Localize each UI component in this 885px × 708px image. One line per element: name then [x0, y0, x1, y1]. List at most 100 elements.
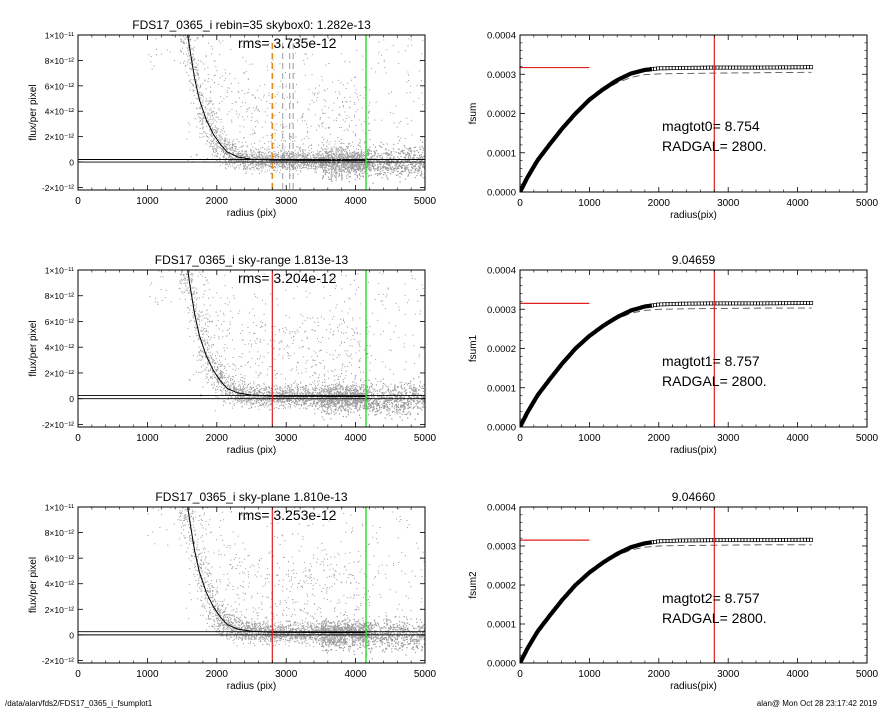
plot-frame [519, 34, 868, 193]
chart-title: FDS17_0365_i rebin=35 skybox0: 1.282e-13 [132, 18, 371, 32]
x-tick-label: 1000 [136, 669, 159, 680]
y-tick-label: 0.0002 [487, 344, 516, 355]
plot-frame [519, 269, 868, 428]
chart-panel-left-middle: 0 1000 2000 3000 4000 5000 radius (pix) 1×10⁻¹¹… [28, 253, 437, 456]
x-tick-label: 1000 [578, 669, 601, 680]
scatter-points [149, 270, 425, 421]
x-axis-label: radius(pix) [670, 445, 717, 456]
x-tick-label: 4000 [786, 433, 809, 444]
y-tick-label: 0.0000 [487, 659, 516, 670]
x-tick-label: 5000 [414, 433, 437, 444]
x-axis: 0 1000 2000 3000 4000 5000 [75, 270, 437, 444]
y-tick-label: 0 [69, 158, 74, 168]
footer-user-date: alan@ Mon Oct 28 23:17:42 2019 [756, 699, 877, 708]
y-tick-label: 6×10⁻¹² [45, 317, 74, 327]
x-tick-label: 1000 [136, 433, 159, 444]
x-axis: 0 1000 2000 3000 4000 5000 [75, 35, 437, 207]
x-axis-label: radius(pix) [670, 210, 717, 221]
x-axis-label: radius (pix) [227, 681, 276, 692]
x-axis: 0 1000 2000 3000 4000 5000 [75, 507, 437, 680]
x-tick-label: 4000 [344, 669, 367, 680]
magnitude-annotation-0: magtot0= 8.754 [662, 118, 760, 134]
chart-panel-right-top: 0 1000 2000 3000 4000 5000radius(pix)0.00040.… [468, 31, 879, 222]
y-tick-label: 2×10⁻¹² [45, 368, 74, 378]
y-tick-label: 1×10⁻¹¹ [45, 503, 74, 513]
magnitude-annotation-0: magtot2= 8.757 [662, 590, 760, 606]
y-tick-label: 0.0003 [487, 542, 516, 553]
y-tick-label: 0 [69, 394, 74, 404]
y-axis-label: fsum1 [468, 334, 479, 362]
y-tick-label: 0.0001 [487, 148, 516, 159]
chart-title: 9.04660 [672, 490, 716, 504]
x-tick-label: 3000 [275, 196, 298, 207]
y-tick-label: 6×10⁻¹² [45, 81, 74, 91]
x-tick-label: 3000 [275, 433, 298, 444]
x-tick-label: 5000 [856, 669, 879, 680]
x-axis-label: radius(pix) [670, 681, 717, 692]
plot-frame [519, 506, 868, 664]
x-axis: 0 1000 2000 3000 4000 5000 [517, 507, 879, 680]
y-tick-label: 0.0000 [487, 423, 516, 434]
y-tick-label: 1×10⁻¹¹ [45, 266, 74, 276]
x-axis-label: radius (pix) [227, 208, 276, 219]
y-tick-label: 0 [69, 630, 74, 640]
y-axis: 0.0004 0.0003 0.0002 0.0001 0.0000 [487, 266, 867, 434]
x-tick-label: 4000 [786, 198, 809, 209]
x-tick-label: 2000 [206, 669, 229, 680]
y-tick-label: -2×10⁻¹² [42, 183, 74, 193]
x-axis-label: radius (pix) [227, 445, 276, 456]
plot-frame [77, 506, 426, 664]
plot-frame [77, 34, 426, 191]
rms-annotation: rms= 3.735e-12 [238, 35, 337, 51]
x-tick-label: 0 [75, 433, 81, 444]
x-tick-label: 5000 [856, 433, 879, 444]
x-tick-label: 0 [517, 669, 523, 680]
x-tick-label: 2000 [648, 433, 671, 444]
y-tick-label: 4×10⁻¹² [45, 343, 74, 353]
x-tick-label: 5000 [414, 669, 437, 680]
y-tick-label: 2×10⁻¹² [45, 132, 74, 142]
y-tick-label: 8×10⁻¹² [45, 291, 74, 301]
x-tick-label: 0 [517, 433, 523, 444]
x-axis: 0 1000 2000 3000 4000 5000 [517, 35, 879, 209]
y-tick-label: 2×10⁻¹² [45, 605, 74, 615]
chart-title: 9.04659 [672, 253, 716, 267]
y-tick-label: 0.0004 [487, 31, 516, 42]
magnitude-annotation-1: RADGAL= 2800. [662, 138, 767, 154]
y-axis: 1×10⁻¹¹ 8×10⁻¹² 6×10⁻¹² 4×10⁻¹² 2×10⁻¹² 0 -2×1… [42, 266, 425, 430]
x-tick-label: 2000 [648, 669, 671, 680]
plot-frame [77, 269, 426, 428]
y-tick-label: 0.0000 [487, 188, 516, 199]
y-tick-label: 4×10⁻¹² [45, 579, 74, 589]
x-axis: 0 1000 2000 3000 4000 5000 [517, 270, 879, 444]
chart-title: FDS17_0365_i sky-plane 1.810e-13 [155, 490, 347, 504]
x-tick-label: 2000 [206, 196, 229, 207]
y-axis: 0.0004 0.0003 0.0002 0.0001 0.0000 [487, 503, 867, 670]
profile-curve [187, 507, 367, 634]
y-axis-label: flux/per pixel [28, 84, 39, 140]
rms-annotation: rms= 3.253e-12 [238, 507, 337, 523]
x-tick-label: 4000 [344, 196, 367, 207]
y-axis: 0.0004 0.0003 0.0002 0.0001 0.0000 [487, 31, 867, 199]
x-tick-label: 0 [75, 196, 81, 207]
x-tick-label: 0 [517, 198, 523, 209]
magnitude-annotation-1: RADGAL= 2800. [662, 610, 767, 626]
x-tick-label: 4000 [786, 669, 809, 680]
y-tick-label: 0.0004 [487, 266, 516, 277]
cumulative-markers [649, 65, 814, 72]
x-tick-label: 2000 [648, 198, 671, 209]
y-tick-label: -2×10⁻¹² [42, 656, 74, 666]
cumulative-markers [649, 537, 814, 545]
y-tick-label: 4×10⁻¹² [45, 107, 74, 117]
chart-panel-right-middle: 0 1000 2000 3000 4000 5000radius(pix)0.00040.… [468, 253, 879, 456]
x-tick-label: 5000 [856, 198, 879, 209]
y-tick-label: 0.0003 [487, 305, 516, 316]
y-axis: 1×10⁻¹¹ 8×10⁻¹² 6×10⁻¹² 4×10⁻¹² 2×10⁻¹² 0 -2×1… [42, 31, 425, 193]
y-tick-label: 0.0001 [487, 620, 516, 631]
y-tick-label: 0.0001 [487, 383, 516, 394]
cumulative-curve [520, 303, 653, 427]
y-tick-label: 0.0002 [487, 109, 516, 120]
chart-panel-right-bottom: 0 1000 2000 3000 4000 5000radius(pix)0.00040.… [468, 490, 879, 692]
chart-title: FDS17_0365_i sky-range 1.813e-13 [155, 253, 349, 267]
